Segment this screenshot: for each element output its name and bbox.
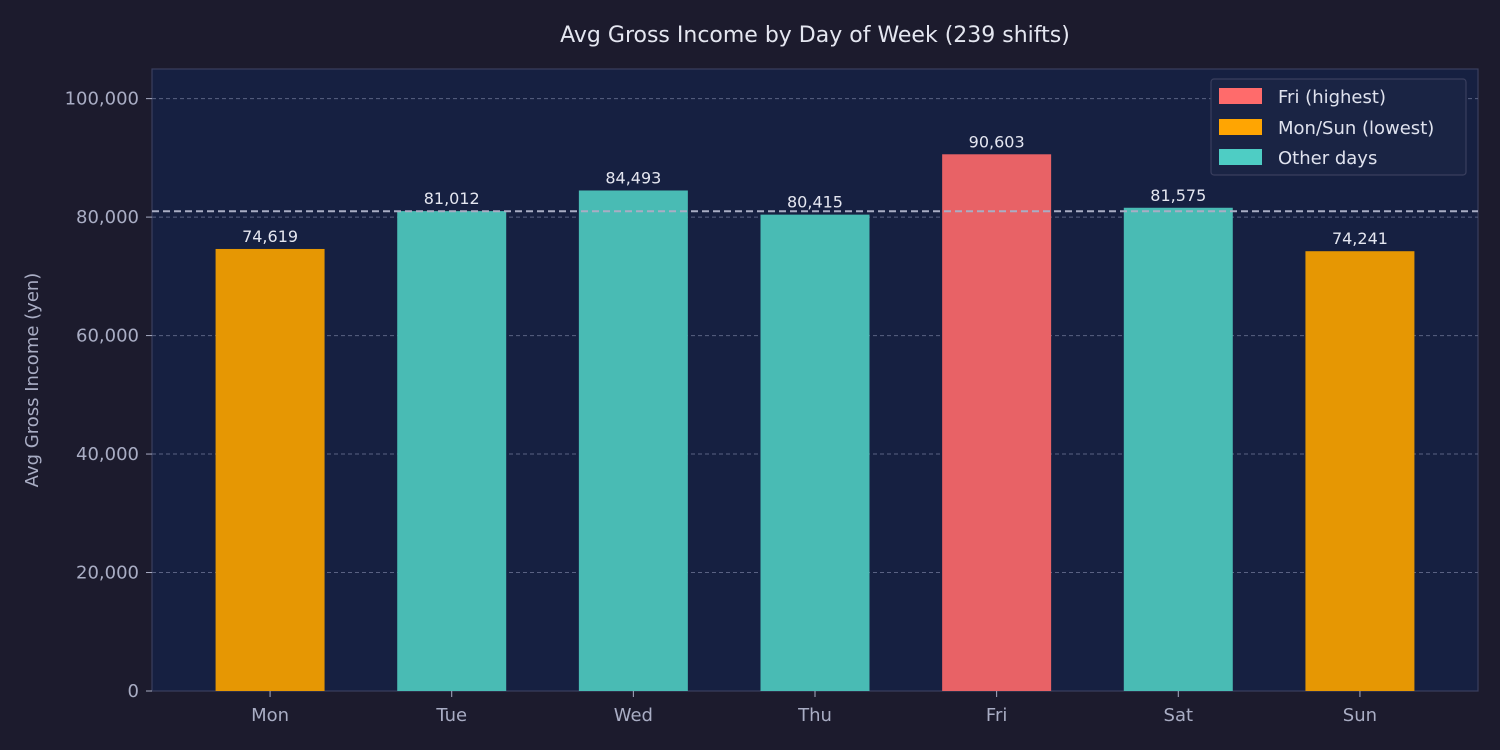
bar-wed [578, 190, 688, 692]
bar-fri [942, 154, 1052, 691]
legend-box [1210, 78, 1467, 176]
grid-lines [152, 98, 1478, 574]
x-tick-label-mon: Mon [251, 705, 289, 726]
x-tick-label-fri: Fri [986, 705, 1007, 726]
y-tick-label: 100,000 [65, 89, 139, 110]
legend-swatch-other [1219, 149, 1262, 165]
x-tick-label-wed: Wed [614, 705, 653, 726]
y-tick-label: 40,000 [76, 444, 139, 465]
bar-value-label-sat: 81,575 [1150, 186, 1206, 205]
legend-label-highest: Fri (highest) [1278, 87, 1386, 108]
bar-value-label-fri: 90,603 [969, 132, 1025, 151]
y-tick-label: 20,000 [76, 563, 139, 584]
legend: Fri (highest) Mon/Sun (lowest) Other day… [1210, 78, 1467, 176]
legend-label-other: Other days [1278, 148, 1377, 169]
bar-value-label-tue: 81,012 [424, 189, 480, 208]
legend-swatch-highest [1219, 88, 1262, 104]
bar-mon [215, 248, 325, 691]
bar-value-label-sun: 74,241 [1332, 229, 1388, 248]
y-axis-title: Avg Gross Income (yen) [22, 273, 43, 488]
bar-value-label-mon: 74,619 [242, 227, 298, 246]
x-tick-label-tue: Tue [435, 705, 467, 726]
y-tick-label: 0 [128, 681, 139, 702]
x-tick-label-sun: Sun [1343, 705, 1377, 726]
chart-title: Avg Gross Income by Day of Week (239 shi… [560, 23, 1070, 48]
bar-sat [1123, 207, 1233, 691]
x-tick-label-thu: Thu [797, 705, 832, 726]
legend-label-lowest: Mon/Sun (lowest) [1278, 118, 1434, 139]
bar-value-label-wed: 84,493 [605, 168, 661, 187]
bars [215, 154, 1415, 692]
bar-value-label-thu: 80,415 [787, 193, 843, 212]
bar-value-labels: 74,619 81,012 84,493 80,415 90,603 81,575 74,2… [242, 132, 1388, 248]
x-axis-ticks: Mon Tue Wed Thu Fri Sat Sun [251, 691, 1377, 726]
y-tick-label: 60,000 [76, 326, 139, 347]
y-tick-label: 80,000 [76, 207, 139, 228]
x-tick-label-sat: Sat [1164, 705, 1194, 726]
bar-tue [397, 211, 507, 691]
bar-sun [1305, 251, 1415, 692]
legend-swatch-lowest [1219, 119, 1262, 135]
y-axis-ticks: 0 20,000 40,000 60,000 80,000 100,000 [65, 89, 152, 702]
bar-thu [760, 214, 870, 692]
